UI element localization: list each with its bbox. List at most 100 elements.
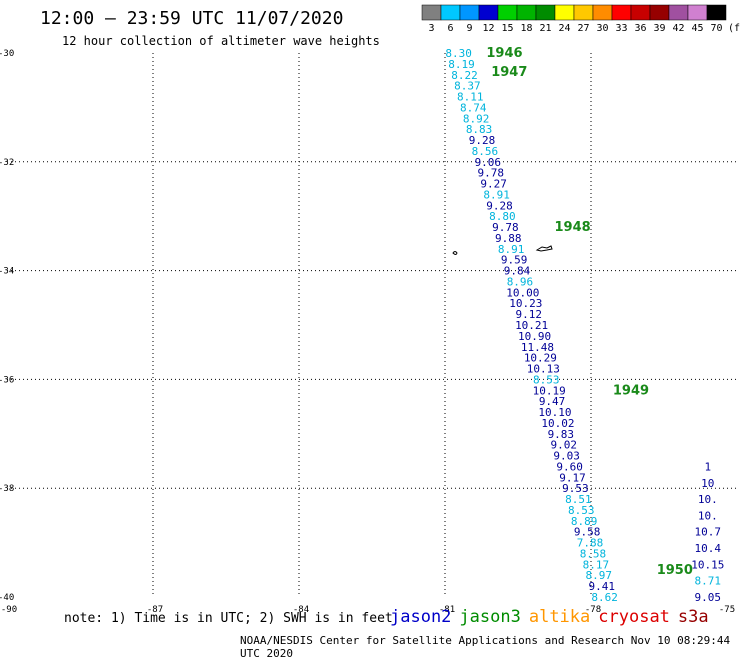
lat-tick-label: -30 — [0, 49, 14, 59]
swh-value: 9.53 — [562, 482, 589, 495]
swh-value: 9.17 — [559, 471, 586, 484]
swh-value: 8.91 — [498, 243, 525, 256]
swh-value: 9.78 — [492, 221, 519, 234]
swh-value: 7.88 — [577, 537, 604, 550]
swh-value: 8.51 — [565, 493, 592, 506]
swh-value: 10.10 — [538, 406, 571, 419]
legend-label: 45 — [691, 23, 703, 34]
page-title: 12:00 — 23:59 UTC 11/07/2020 — [40, 8, 344, 29]
page-subtitle: 12 hour collection of altimeter wave hei… — [62, 34, 380, 48]
swh-value: 9.83 — [548, 428, 575, 441]
swh-value: 8.11 — [457, 91, 484, 104]
legend-label: 36 — [634, 23, 646, 34]
legend-swatch — [706, 4, 727, 21]
altimeter-track: 8.308.198.228.378.118.748.928.839.288.56… — [445, 47, 724, 604]
swh-value: 9.47 — [539, 395, 566, 408]
swh-value: 11.48 — [521, 341, 554, 354]
legend-label: 30 — [596, 23, 608, 34]
legend-label: 27 — [577, 23, 589, 34]
legend-label: 24 — [558, 23, 570, 34]
legend-label: 12 — [482, 23, 494, 34]
swh-value: 1 — [704, 460, 711, 473]
legend-swatch — [630, 4, 651, 21]
legend-label: 9 — [466, 23, 472, 34]
legend-label: 18 — [520, 23, 532, 34]
swh-value: 10.13 — [527, 363, 560, 376]
lon-tick-label: -75 — [719, 605, 735, 615]
time-label: 1946 — [486, 46, 522, 61]
swh-value: 9.60 — [556, 460, 583, 473]
swh-value: 8.89 — [571, 515, 598, 528]
satellite-jason2: jason2 — [390, 607, 452, 627]
satellite-s3a: s3a — [677, 607, 709, 627]
swh-value: 9.88 — [495, 232, 522, 245]
legend-unit: (ft) — [728, 23, 740, 34]
swh-value: 8.97 — [586, 569, 613, 582]
time-label: 1950 — [657, 563, 693, 578]
time-label: 1949 — [613, 383, 649, 398]
legend-label: 6 — [447, 23, 453, 34]
swh-value: 10.29 — [524, 352, 557, 365]
satellite-altika: altika — [528, 607, 591, 627]
swh-value: 10. — [698, 493, 718, 506]
legend-swatch — [478, 4, 499, 21]
swh-value: 9.12 — [515, 308, 542, 321]
legend-swatch — [687, 4, 708, 21]
legend-swatch — [459, 4, 480, 21]
lat-tick-label: -38 — [0, 484, 14, 494]
time-labels: 1946 1947 1948 1949 1950 — [486, 46, 693, 578]
island-large — [535, 245, 553, 252]
swh-value: 8.96 — [507, 275, 534, 288]
swh-value: 10.4 — [695, 542, 722, 555]
swh-value: 8.22 — [451, 69, 478, 82]
lon-tick-label: -81 — [439, 605, 455, 615]
lon-tick-label: -84 — [293, 605, 309, 615]
credit-text: NOAA/NESDIS Center for Satellite Applica… — [240, 634, 731, 660]
legend-swatch — [516, 4, 537, 21]
legend-swatch — [668, 4, 689, 21]
satellite-legend: jason2 jason3 altika cryosat s3a — [390, 607, 717, 627]
swh-value: 8.30 — [445, 47, 472, 60]
swh-value: 10.19 — [533, 384, 566, 397]
swh-value: 10.15 — [691, 558, 724, 571]
swh-value: 9.05 — [695, 591, 722, 604]
swh-value: 9.84 — [504, 265, 531, 278]
satellite-jason3: jason3 — [459, 607, 521, 627]
legend-swatch — [440, 4, 461, 21]
swh-value: 10.90 — [518, 330, 551, 343]
swh-value: 8.37 — [454, 80, 481, 93]
swh-value: 9.06 — [475, 156, 502, 169]
swh-value: 9.27 — [480, 178, 507, 191]
swh-value: 8.62 — [591, 591, 618, 604]
swh-value: 8.91 — [483, 188, 510, 201]
swh-value: 8.58 — [580, 547, 607, 560]
swh-value: 8.71 — [695, 575, 722, 588]
legend-label: 33 — [615, 23, 627, 34]
swh-value: 10 — [701, 477, 714, 490]
lon-tick-label: -90 — [1, 605, 17, 615]
swh-value: 9.78 — [477, 167, 504, 180]
legend-swatch — [497, 4, 518, 21]
swh-value: 8.92 — [463, 112, 490, 125]
legend-swatch — [592, 4, 613, 21]
swh-value: 9.02 — [550, 439, 577, 452]
legend-swatch — [649, 4, 670, 21]
swh-value: 9.28 — [469, 134, 496, 147]
swh-value: 8.83 — [466, 123, 493, 136]
swh-value: 10.23 — [509, 297, 542, 310]
legend-label: 70 — [710, 23, 722, 34]
swh-value: 9.03 — [553, 450, 580, 463]
swh-value: 10.7 — [695, 526, 722, 539]
swh-value: 10.00 — [506, 286, 539, 299]
lat-tick-label: -34 — [0, 267, 14, 277]
legend-label: 42 — [672, 23, 684, 34]
swh-value: 10.02 — [541, 417, 574, 430]
legend-swatch — [535, 4, 556, 21]
satellite-cryosat: cryosat — [598, 607, 670, 627]
lat-tick-label: -32 — [0, 158, 14, 168]
swh-value: 8.74 — [460, 101, 487, 114]
swh-value: 9.58 — [574, 526, 601, 539]
map-grid: -90 -87 -84 -81 -78 -75 -30 -32 -34 -36 -38 -40 — [0, 49, 737, 615]
note-text: note: 1) Time is in UTC; 2) SWH is in fe… — [64, 611, 393, 626]
